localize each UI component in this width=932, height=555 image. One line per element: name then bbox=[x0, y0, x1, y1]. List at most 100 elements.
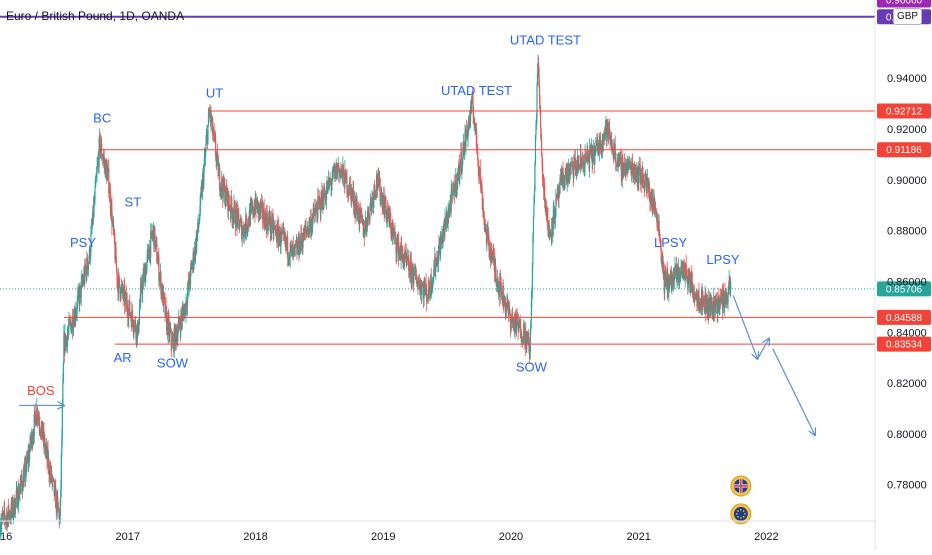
candle-body bbox=[397, 237, 400, 259]
candle-body bbox=[181, 310, 184, 321]
candle-body bbox=[91, 225, 93, 227]
candle-body bbox=[317, 197, 319, 200]
candle-body bbox=[346, 175, 348, 194]
y-tick-label-3: 0.84000 bbox=[887, 327, 927, 339]
candle-body bbox=[599, 135, 601, 150]
candle-body bbox=[90, 233, 92, 252]
candle-body bbox=[718, 308, 721, 313]
candle-body bbox=[565, 174, 567, 176]
candle-body bbox=[380, 198, 382, 201]
candle-body bbox=[32, 439, 34, 447]
candle-body bbox=[266, 213, 268, 225]
candle-body bbox=[8, 505, 10, 518]
candle-body bbox=[126, 299, 128, 311]
candle-body bbox=[496, 281, 498, 283]
candle-body bbox=[213, 135, 216, 137]
candle-body bbox=[660, 248, 662, 262]
candle-body bbox=[572, 161, 574, 172]
candle-body bbox=[374, 194, 377, 196]
eu-flag-icon-star bbox=[742, 510, 745, 512]
candle-body bbox=[598, 139, 600, 153]
candle-body bbox=[373, 185, 375, 199]
candle-body bbox=[15, 490, 17, 499]
candle-body bbox=[288, 258, 290, 261]
candle-body bbox=[118, 275, 120, 278]
candle-body bbox=[730, 281, 732, 291]
candle-body bbox=[261, 202, 263, 207]
candle-body bbox=[632, 167, 635, 176]
candle-body bbox=[167, 317, 169, 336]
candle-body bbox=[102, 158, 104, 160]
candle-body bbox=[393, 232, 395, 235]
candle-body bbox=[663, 264, 665, 271]
candle-body bbox=[303, 227, 306, 240]
candle-body bbox=[74, 309, 76, 319]
candle-body bbox=[205, 144, 207, 152]
candle-body bbox=[338, 168, 340, 169]
candle-body bbox=[98, 138, 100, 167]
candle-body bbox=[392, 228, 395, 235]
candle-body bbox=[418, 281, 421, 290]
candle-body bbox=[671, 277, 673, 288]
candle-body bbox=[586, 150, 589, 159]
candle-body bbox=[323, 188, 326, 197]
candle-body bbox=[196, 233, 198, 237]
candle-body bbox=[422, 285, 424, 287]
candle-body bbox=[344, 169, 347, 172]
candle-body bbox=[272, 216, 274, 219]
candle-body bbox=[348, 183, 351, 194]
candle-body bbox=[508, 305, 511, 310]
candle-body bbox=[140, 281, 143, 292]
candle-body bbox=[524, 327, 526, 346]
candle-body bbox=[719, 298, 721, 309]
candle-body bbox=[511, 316, 514, 321]
candle-body bbox=[51, 469, 53, 482]
candle-body bbox=[436, 257, 438, 266]
candle-body bbox=[238, 219, 240, 230]
candle-body bbox=[358, 208, 360, 222]
currency-badge[interactable]: GBP bbox=[893, 8, 922, 25]
eu-flag-icon bbox=[733, 506, 748, 521]
candle-body bbox=[312, 217, 314, 227]
candle-body bbox=[471, 98, 473, 112]
candle-body bbox=[469, 105, 472, 122]
candle-body bbox=[555, 197, 558, 199]
candle-body bbox=[293, 246, 295, 250]
candle-body bbox=[23, 472, 25, 487]
candle-body bbox=[315, 207, 317, 210]
candle-body bbox=[228, 203, 231, 209]
candle-body bbox=[12, 512, 14, 516]
candle-body bbox=[537, 62, 539, 73]
candle-body bbox=[44, 450, 47, 452]
candle-body bbox=[133, 329, 135, 332]
candle-body bbox=[332, 169, 334, 180]
candle-body bbox=[652, 198, 654, 208]
candle-body bbox=[84, 264, 86, 282]
candle-body bbox=[563, 179, 565, 189]
candle-body bbox=[520, 323, 522, 339]
candle-body bbox=[367, 207, 369, 218]
candle-body bbox=[531, 290, 533, 299]
candle-body bbox=[52, 477, 54, 479]
candle-body bbox=[659, 238, 661, 244]
candle-body bbox=[460, 152, 462, 171]
candle-body bbox=[647, 178, 649, 192]
candle-body bbox=[279, 244, 282, 246]
candle-body bbox=[235, 208, 238, 216]
candle-body bbox=[463, 141, 465, 156]
candle-body bbox=[638, 169, 640, 183]
candle-body bbox=[295, 244, 297, 247]
candle-body bbox=[430, 275, 432, 292]
candle-body bbox=[437, 251, 439, 265]
candle-body bbox=[225, 186, 227, 193]
candle-body bbox=[567, 174, 569, 182]
candle-body bbox=[30, 440, 32, 445]
annotation-label-5: SOW bbox=[157, 355, 189, 370]
candle-body bbox=[125, 292, 127, 305]
candle-body bbox=[564, 174, 566, 186]
candle-body bbox=[521, 335, 523, 342]
chart-title: Euro / British Pound, 1D, OANDA bbox=[6, 9, 185, 23]
candle-body bbox=[420, 284, 422, 285]
